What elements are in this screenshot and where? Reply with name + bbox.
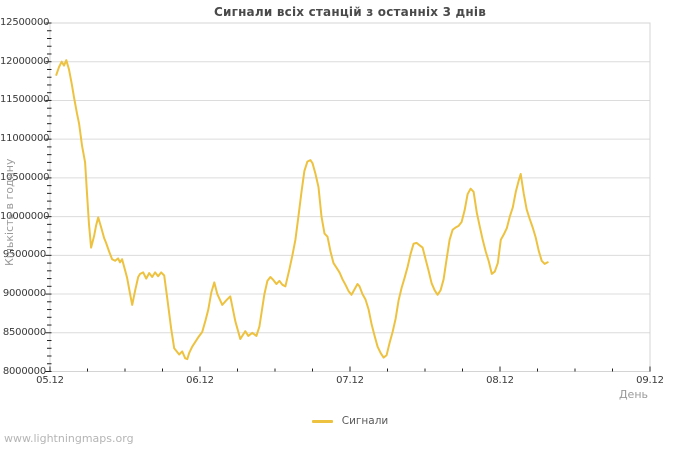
y-tick-label: 9500000 (2, 249, 46, 261)
y-tick-label: 12500000 (0, 17, 50, 28)
y-tick-label: 12000000 (0, 55, 50, 67)
plot-border (49, 22, 651, 372)
legend-series-label: Сигнали (341, 415, 389, 427)
y-tick-label: 11000000 (0, 133, 50, 145)
chart-title: Сигнали всіх станцій з останніх 3 днів (213, 5, 487, 19)
y-tick-label: 10500000 (0, 171, 50, 183)
x-tick-label: 06.12 (186, 375, 214, 386)
y-axis-title: Кількість в годину (3, 158, 16, 266)
y-tick-label: 11500000 (0, 94, 50, 106)
legend-line-swatch (311, 419, 333, 423)
x-tick-label: 05.12 (36, 375, 64, 386)
y-tick-label: 8500000 (2, 326, 46, 338)
y-tick-label: 9000000 (2, 288, 46, 300)
x-tick-label: 07.12 (336, 375, 364, 386)
y-tick-label: 10000000 (0, 210, 50, 222)
watermark-link[interactable]: www.lightningmaps.org (4, 432, 134, 445)
x-tick-label: 09.12 (636, 375, 664, 386)
legend: Сигнали (0, 412, 700, 430)
x-axis-title: День (618, 388, 648, 401)
x-tick-label: 08.12 (486, 375, 514, 386)
y-tick-label: 8000000 (2, 365, 46, 377)
signal-line (55, 59, 549, 361)
